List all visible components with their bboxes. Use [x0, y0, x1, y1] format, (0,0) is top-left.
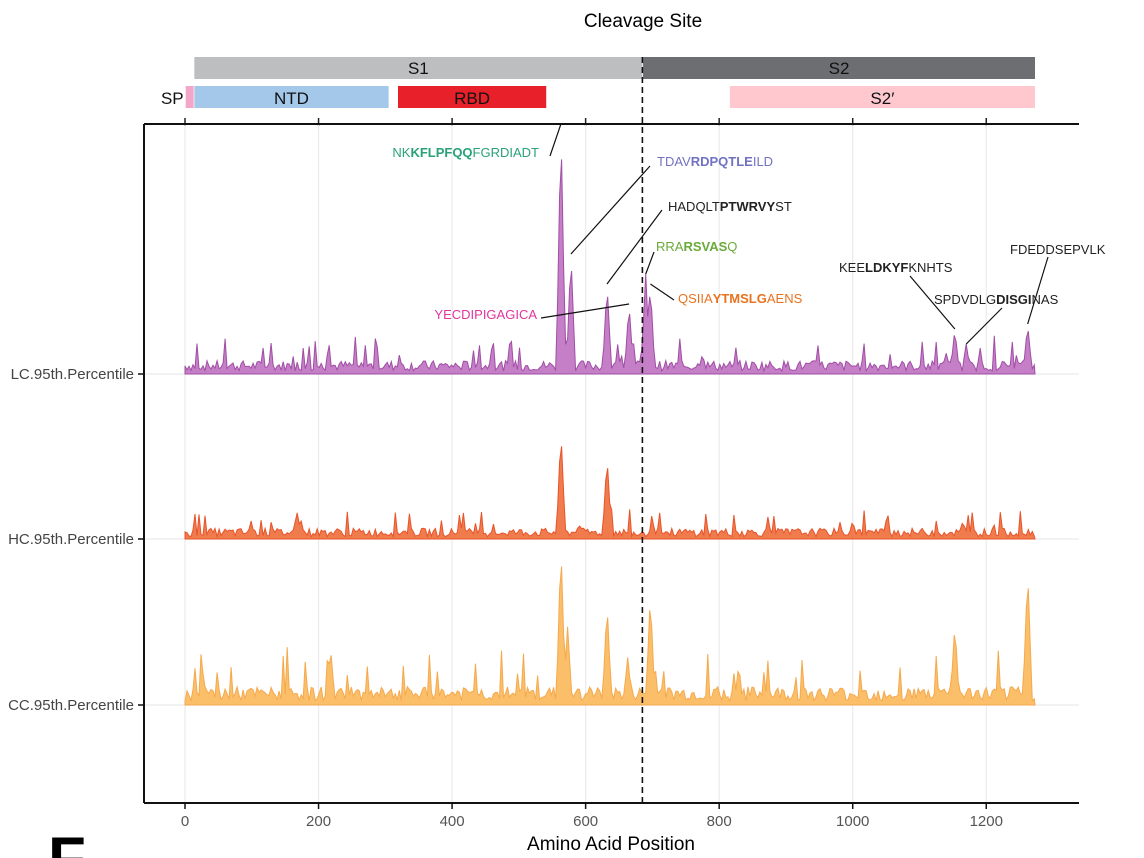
- x-axis-label: Amino Acid Position: [527, 834, 695, 855]
- x-tick-label: 400: [440, 813, 465, 830]
- annotation-span: ST: [775, 199, 792, 214]
- series-area-2: [184, 566, 1036, 706]
- x-tick-label: 200: [306, 813, 331, 830]
- domain-label-2: RBD: [454, 89, 490, 108]
- domain-bar-s2: [643, 57, 1035, 79]
- domain-bar-2: [398, 86, 547, 108]
- annotation-span: SPDVDLG: [934, 292, 996, 307]
- domain-bar-0: [185, 86, 194, 108]
- annotation-span: RDPQTLE: [691, 154, 753, 169]
- annotation-leader: [909, 275, 956, 330]
- annotation-label: HADQLTPTWRVYST: [668, 199, 792, 214]
- axes-layer: 0 200 400 600 800 1000 1200 LC.95th.Percentile H…: [8, 57, 1079, 830]
- domain-label-3: S2′: [870, 89, 894, 108]
- annotation-span: RRA: [656, 239, 684, 254]
- annotation-span: AENS: [767, 291, 803, 306]
- y-tick-label: LC.95th.Percentile: [11, 366, 134, 383]
- annotation-span: ILD: [753, 154, 773, 169]
- x-tick-label: 1200: [970, 813, 1003, 830]
- domain-label-1: NTD: [274, 89, 309, 108]
- annotation-leader: [965, 307, 1003, 345]
- annotation-label: TDAVRDPQTLEILD: [657, 154, 773, 169]
- annotation-span: DISGI: [996, 292, 1031, 307]
- annotation-leader: [645, 251, 655, 275]
- annotation-span: QSIIA: [678, 291, 713, 306]
- annotation-span: YECDIPIGAGICA: [434, 307, 537, 322]
- annotation-span: FDEDDSEPVLK: [1010, 242, 1106, 257]
- x-tick-label: 600: [573, 813, 598, 830]
- annotation-leader: [1027, 256, 1049, 325]
- annotation-leader: [606, 209, 663, 285]
- domain-label-s1: S1: [408, 59, 429, 78]
- annotation-label: NKKFLPFQQFGRDIADT: [392, 145, 539, 160]
- series-layer: [184, 159, 1036, 706]
- series-area-1: [184, 446, 1036, 540]
- chart-title: Cleavage Site: [584, 11, 702, 32]
- panel-label: F: [48, 825, 86, 858]
- annotation-leader: [570, 165, 651, 255]
- x-tick-label: 1000: [836, 813, 869, 830]
- annotation-label: KEELDKYFKNHTS: [839, 260, 953, 275]
- y-tick-label: HC.95th.Percentile: [8, 531, 134, 548]
- domain-label-0: SP: [161, 89, 184, 108]
- domain-bar-s1: [194, 57, 643, 79]
- domain-bar-3: [729, 86, 1035, 108]
- annotation-leader: [650, 283, 675, 301]
- annotation-label: YECDIPIGAGICA: [434, 307, 537, 322]
- annotation-span: RSVAS: [683, 239, 727, 254]
- annotation-span: NAS: [1032, 292, 1059, 307]
- annotation-label: QSIIAYTMSLGAENS: [678, 291, 803, 306]
- annotation-leader: [549, 123, 562, 157]
- annotation-span: FGRDIADT: [473, 145, 540, 160]
- annotation-span: TDAV: [657, 154, 691, 169]
- annotation-span: KNHTS: [908, 260, 952, 275]
- annotation-span: KFLPFQQ: [410, 145, 472, 160]
- annotation-label: SPDVDLGDISGINAS: [934, 292, 1059, 307]
- y-tick-label: CC.95th.Percentile: [8, 697, 134, 714]
- domain-bar-1: [194, 86, 389, 108]
- annotation-leader: [540, 303, 630, 319]
- x-tick-label: 800: [707, 813, 732, 830]
- annotation-span: NK: [392, 145, 410, 160]
- annotation-layer: NKKFLPFQQFGRDIADT TDAVRDPQTLEILD HADQLTPTW…: [392, 123, 1106, 345]
- annotation-span: Q: [727, 239, 737, 254]
- annotation-span: HADQLT: [668, 199, 720, 214]
- annotation-label: RRARSVASQ: [656, 239, 737, 254]
- x-tick-label: 0: [181, 813, 189, 830]
- annotation-label: FDEDDSEPVLK: [1010, 242, 1106, 257]
- annotation-span: YTMSLG: [713, 291, 767, 306]
- annotation-span: PTWRVY: [720, 199, 776, 214]
- domain-bars: S1 S2 SP NTD RBD S2′: [161, 57, 1035, 126]
- series-area-0: [184, 159, 1036, 375]
- domain-label-s2: S2: [829, 59, 850, 78]
- annotation-span: LDKYF: [865, 260, 908, 275]
- annotation-span: KEE: [839, 260, 865, 275]
